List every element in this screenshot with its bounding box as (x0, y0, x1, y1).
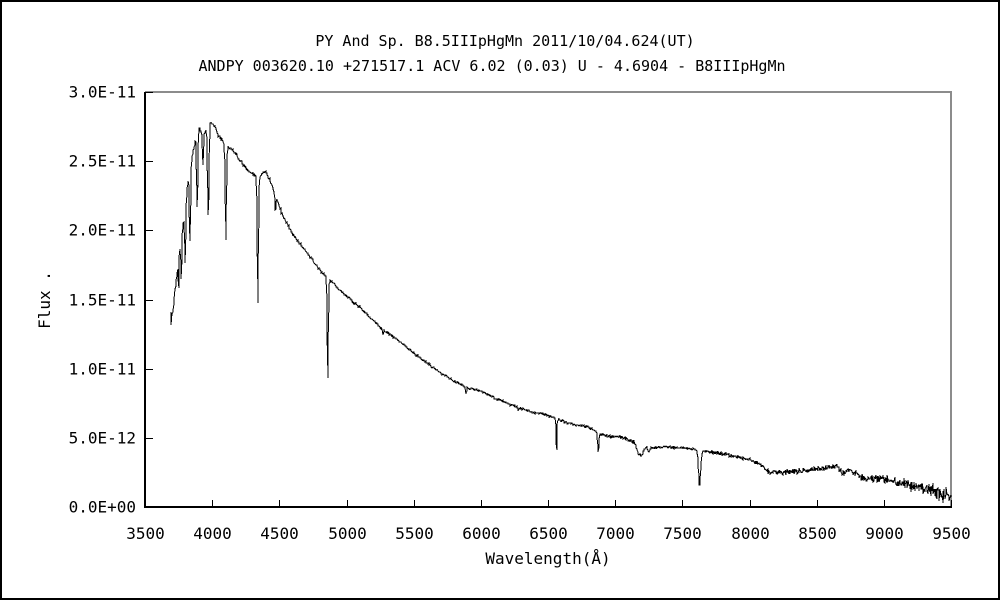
plot-frame-top-right (145, 91, 952, 507)
x-tick-label: 7500 (663, 524, 702, 543)
x-axis-label: Wavelength(Å) (485, 549, 610, 568)
x-tick-label: 9500 (932, 524, 971, 543)
y-tick-label: 0.0E+00 (69, 498, 136, 517)
y-tick-label: 1.5E-11 (69, 291, 136, 310)
x-tick-label: 6000 (462, 524, 501, 543)
y-tick-label: 5.0E-12 (69, 429, 136, 448)
x-tick-label: 4500 (260, 524, 299, 543)
x-tick-label: 8500 (798, 524, 837, 543)
x-tick-label: 6500 (529, 524, 568, 543)
y-tick-label: 3.0E-11 (69, 83, 136, 102)
x-tick-label: 8000 (731, 524, 770, 543)
y-tick-label: 2.0E-11 (69, 221, 136, 240)
x-tick-label: 5000 (328, 524, 367, 543)
x-tick-label: 3500 (126, 524, 165, 543)
x-axis-ticks: 3500 4000 4500 5000 5500 6000 6500 7000 7500 8000… (126, 500, 971, 543)
y-tick-label: 2.5E-11 (69, 152, 136, 171)
y-axis-ticks: 0.0E+00 5.0E-12 1.0E-11 1.5E-11 2.0E-11 2.5E-… (69, 83, 153, 517)
x-tick-label: 5500 (395, 524, 434, 543)
chart-title-line2: ANDPY 003620.10 +271517.1 ACV 6.02 (0.03… (199, 57, 786, 75)
y-tick-label: 1.0E-11 (69, 360, 136, 379)
x-tick-label: 9000 (865, 524, 904, 543)
spectrum-line (170, 121, 952, 504)
x-tick-label: 7000 (596, 524, 635, 543)
plot-frame (144, 91, 952, 508)
x-tick-label: 4000 (193, 524, 232, 543)
plot-frame-left-bottom (144, 92, 952, 508)
y-axis-label: Flux . (35, 271, 54, 329)
chart-title-line1: PY And Sp. B8.5IIIpHgMn 2011/10/04.624(U… (315, 32, 694, 50)
